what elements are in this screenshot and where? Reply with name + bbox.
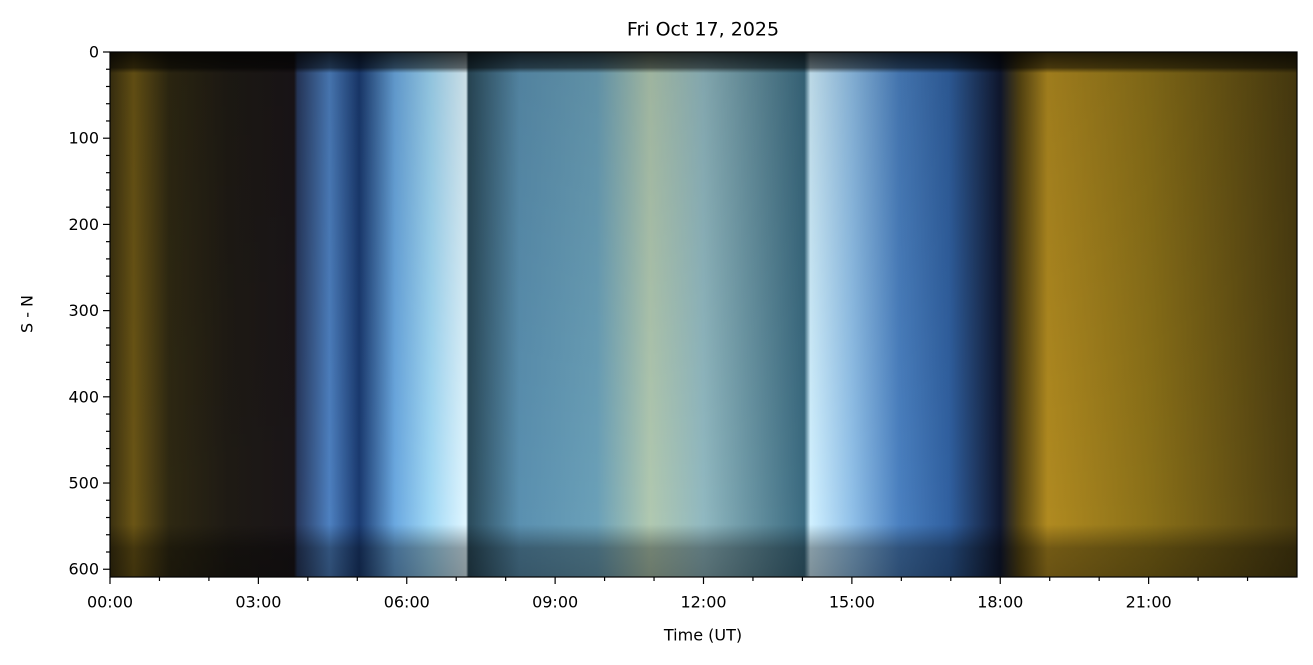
y-tick-label: 100 (68, 129, 99, 148)
x-tick-label: 18:00 (977, 593, 1023, 612)
x-tick-label: 09:00 (532, 593, 578, 612)
y-tick-label: 500 (68, 474, 99, 493)
chart-title: Fri Oct 17, 2025 (627, 19, 779, 41)
x-tick-label: 03:00 (235, 593, 281, 612)
x-tick-label: 06:00 (384, 593, 430, 612)
y-tick-label: 0 (89, 43, 99, 62)
x-tick-label: 21:00 (1126, 593, 1172, 612)
y-tick-label: 300 (68, 301, 99, 320)
x-tick-label: 00:00 (87, 593, 133, 612)
keogram-shade (110, 52, 1297, 577)
x-axis-label: Time (UT) (663, 626, 742, 645)
y-tick-label: 200 (68, 215, 99, 234)
y-tick-label: 400 (68, 387, 99, 406)
x-tick-label: 15:00 (829, 593, 875, 612)
x-tick-label: 12:00 (680, 593, 726, 612)
y-axis-label: S - N (18, 295, 37, 333)
y-tick-label: 600 (68, 560, 99, 579)
